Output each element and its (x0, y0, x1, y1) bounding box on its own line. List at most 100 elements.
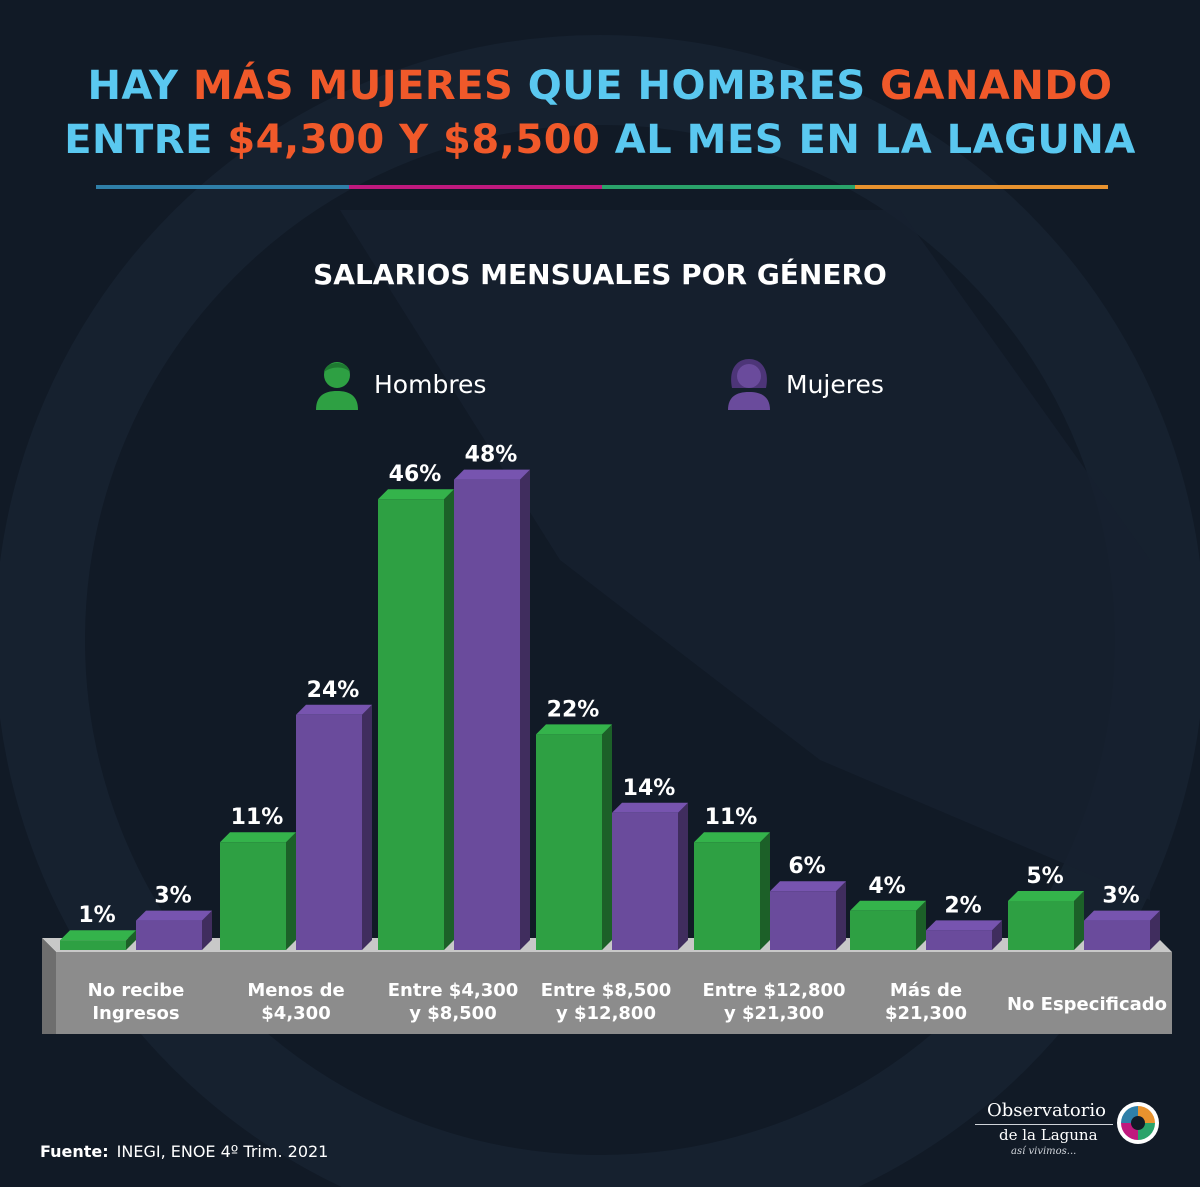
bar-mujeres (926, 930, 992, 950)
bar-hombres (850, 910, 916, 950)
category-label: Menos de (247, 980, 344, 1001)
category-label: No Especificado (1007, 994, 1167, 1015)
category-label: $21,300 (885, 1003, 967, 1024)
bar-side-face (916, 900, 926, 950)
rule-segment-2 (349, 185, 602, 189)
bar-top-face (60, 930, 136, 941)
legend-label-women: Mujeres (786, 369, 884, 399)
headline-segment: QUE HOMBRES (513, 63, 881, 109)
category-label: Entre $12,800 (702, 980, 845, 1001)
legend-label-men: Hombres (374, 369, 487, 399)
observatorio-logo: Observatorio de la Laguna así vivimos... (975, 1100, 1175, 1166)
bar-hombres (60, 940, 126, 950)
bar-top-face (694, 832, 770, 843)
bar-value-label: 48% (465, 443, 518, 468)
chart-title: SALARIOS MENSUALES POR GÉNERO (313, 258, 887, 291)
headline-segment: GANANDO (880, 63, 1113, 109)
bar-hombres (378, 499, 444, 950)
bar-value-label: 11% (231, 805, 284, 830)
bar-top-face (454, 469, 530, 480)
bar-top-face (378, 489, 454, 500)
headline-segment: ENTRE (64, 117, 228, 163)
bar-side-face (1150, 910, 1160, 950)
bar-value-label: 14% (623, 776, 676, 801)
rule-segment-3 (602, 185, 855, 189)
bar-value-label: 3% (154, 884, 191, 909)
category-label: y $12,800 (556, 1003, 656, 1024)
chart-floor-side (42, 938, 56, 1034)
source-label: Fuente: (40, 1142, 109, 1161)
bar-side-face (520, 469, 530, 950)
bar-value-label: 3% (1102, 884, 1139, 909)
bar-mujeres (296, 714, 362, 950)
bar-mujeres (136, 920, 202, 950)
bar-hombres (1008, 901, 1074, 950)
bar-hombres (694, 842, 760, 950)
category-label: Ingresos (92, 1003, 179, 1024)
bar-side-face (836, 881, 846, 950)
bar-side-face (678, 802, 688, 950)
bar-value-label: 11% (705, 805, 758, 830)
bar-hombres (536, 734, 602, 950)
bar-value-label: 24% (307, 678, 360, 703)
bar-side-face (362, 704, 372, 950)
bar-side-face (202, 910, 212, 950)
headline-line-2: ENTRE $4,300 Y $8,500 AL MES EN LA LAGUN… (0, 114, 1200, 166)
bar-side-face (760, 832, 770, 950)
category-label: Entre $8,500 (541, 980, 672, 1001)
source-text: INEGI, ENOE 4º Trim. 2021 (116, 1142, 329, 1161)
bar-side-face (992, 920, 1002, 950)
category-label: y $21,300 (724, 1003, 824, 1024)
bar-hombres (220, 842, 286, 950)
bar-mujeres (612, 812, 678, 950)
bar-side-face (286, 832, 296, 950)
bar-chart: 1% 11% 46% 22% 11% 4% 5% 3% 24% 48% 14% 6% 2% 3% No re… (42, 443, 1172, 1034)
logo-tagline: así vivimos... (1011, 1146, 1077, 1157)
bar-mujeres (454, 479, 520, 950)
bar-value-label: 22% (547, 697, 600, 722)
logo-mark-icon (1117, 1102, 1159, 1144)
category-label: Más de (890, 980, 962, 1001)
bar-top-face (1008, 891, 1084, 901)
category-label: No recibe (88, 980, 185, 1001)
bar-side-face (126, 930, 136, 950)
bar-top-face (926, 920, 1002, 931)
logo-divider (975, 1124, 1113, 1125)
chart-floor-front (42, 952, 1172, 1034)
bar-value-label: 46% (389, 462, 442, 487)
bar-mujeres (1084, 920, 1150, 950)
legend-item-men: Hombres (314, 358, 486, 410)
bar-value-label: 6% (788, 854, 825, 879)
headline-segment: MÁS MUJERES (192, 63, 514, 109)
headline-segment: AL MES EN LA LAGUNA (600, 117, 1136, 163)
bar-value-label: 4% (868, 874, 905, 899)
source-note: Fuente: INEGI, ENOE 4º Trim. 2021 (40, 1142, 328, 1161)
bar-top-face (770, 881, 846, 892)
bar-top-face (136, 910, 212, 921)
bar-side-face (444, 489, 454, 950)
bar-value-label: 2% (944, 893, 981, 918)
bar-top-face (1084, 910, 1160, 921)
category-label: $4,300 (261, 1003, 330, 1024)
bar-side-face (1074, 891, 1084, 950)
bar-value-label: 1% (78, 903, 115, 928)
rule-segment-1 (96, 185, 349, 189)
bar-top-face (296, 704, 372, 715)
headline-segment: HAY (87, 63, 193, 109)
logo-line-2: de la Laguna (999, 1126, 1098, 1144)
category-label: Entre $4,300 (388, 980, 519, 1001)
legend-item-women: Mujeres (726, 358, 884, 410)
bar-top-face (612, 802, 688, 813)
headline-line-1: HAY MÁS MUJERES QUE HOMBRES GANANDO (0, 60, 1200, 112)
bar-top-face (850, 900, 926, 911)
category-label: y $8,500 (409, 1003, 496, 1024)
bar-top-face (220, 832, 296, 843)
rule-segment-4 (855, 185, 1108, 189)
bar-mujeres (770, 891, 836, 950)
bar-side-face (602, 724, 612, 950)
logo-line-1: Observatorio (987, 1100, 1106, 1121)
man-icon (316, 362, 358, 410)
bar-top-face (536, 724, 612, 735)
woman-icon (728, 359, 770, 410)
